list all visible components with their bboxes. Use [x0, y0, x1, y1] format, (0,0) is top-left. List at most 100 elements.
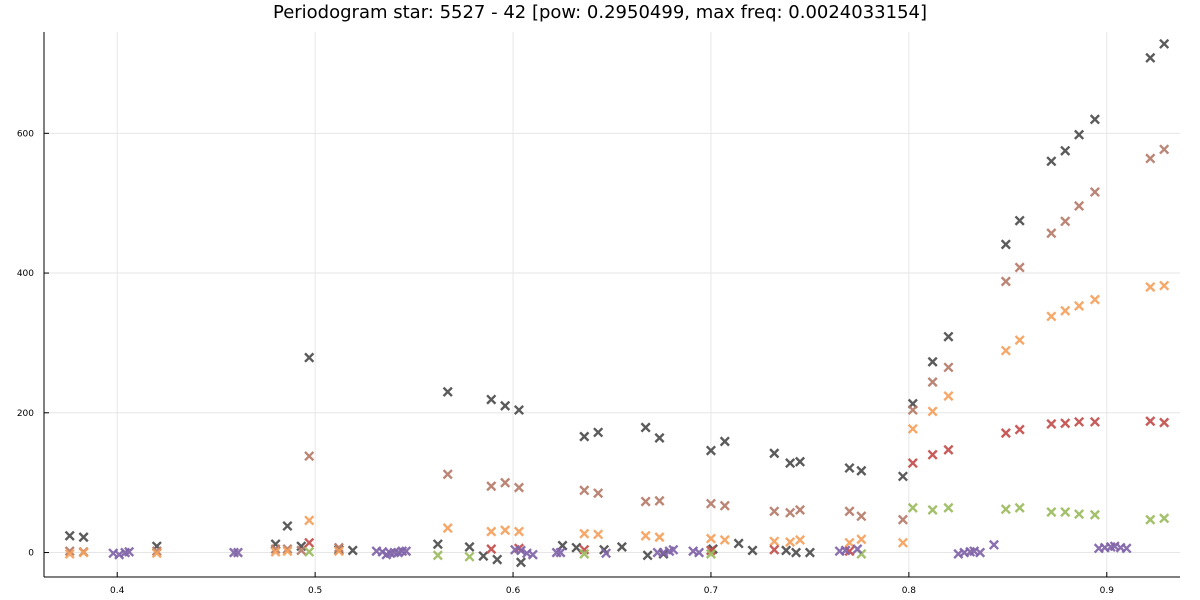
data-point [844, 462, 855, 474]
data-point [794, 534, 806, 546]
data-point [527, 549, 538, 560]
data-point [1145, 281, 1156, 293]
data-point [347, 545, 358, 556]
data-point [500, 400, 511, 411]
data-point [64, 530, 75, 541]
series-5 [108, 539, 1132, 560]
data-point [791, 547, 802, 558]
data-point [943, 390, 954, 402]
data-point [304, 546, 315, 557]
data-point [555, 547, 566, 558]
x-tick-label: 0.8 [902, 586, 917, 596]
data-point [478, 550, 489, 562]
data-point [769, 448, 780, 459]
data-point [927, 406, 938, 417]
data-point [1074, 300, 1085, 311]
data-point [1060, 216, 1071, 227]
data-point [927, 449, 938, 460]
data-point [785, 537, 796, 548]
data-point [513, 404, 525, 416]
y-tick-label: 0 [28, 549, 34, 559]
data-point [1046, 418, 1057, 430]
data-point [927, 377, 938, 388]
data-point [432, 550, 443, 561]
data-point [1159, 38, 1170, 49]
data-point [642, 550, 653, 561]
data-point [1159, 417, 1170, 428]
data-point [492, 554, 503, 565]
data-point [304, 537, 315, 548]
x-tick-label: 0.9 [1100, 586, 1115, 596]
data-point [1089, 186, 1100, 198]
data-point [515, 545, 527, 556]
data-point [486, 481, 497, 492]
data-point [1145, 153, 1156, 164]
data-point [500, 477, 511, 488]
data-point [927, 504, 938, 515]
data-point [513, 482, 525, 493]
series-4 [304, 502, 1170, 562]
data-point [333, 546, 344, 557]
x-tick-label: 0.4 [110, 586, 125, 596]
x-tick-label: 0.7 [704, 586, 718, 596]
data-point [705, 533, 717, 544]
data-point [769, 544, 780, 555]
data-point [1089, 509, 1100, 520]
data-point [705, 498, 717, 509]
data-point [856, 511, 867, 522]
data-point [1089, 416, 1100, 427]
data-point [304, 451, 315, 462]
data-point [515, 557, 527, 568]
data-point [907, 502, 918, 513]
data-point [856, 465, 867, 476]
data-point [897, 514, 908, 525]
data-point [1060, 418, 1071, 429]
data-point [1000, 504, 1011, 515]
data-point [442, 386, 453, 397]
data-point [705, 445, 717, 456]
data-point [124, 546, 135, 557]
data-point [151, 546, 162, 557]
data-point [1046, 506, 1057, 518]
data-point [1046, 311, 1057, 322]
data-point [442, 469, 453, 480]
y-tick-label: 400 [17, 269, 34, 279]
data-point [719, 500, 730, 511]
chart-title: Periodogram star: 5527 - 42 [pow: 0.2950… [272, 2, 927, 23]
data-point [1121, 543, 1132, 554]
data-point [151, 548, 162, 559]
x-tick-label: 0.5 [308, 586, 322, 596]
data-point [640, 530, 651, 541]
data-point [571, 542, 582, 553]
data-point [64, 546, 75, 557]
data-point [654, 432, 665, 444]
data-point [486, 394, 497, 405]
data-point [769, 506, 780, 517]
data-point [1145, 514, 1156, 525]
y-tick-label: 600 [17, 129, 34, 139]
data-point [654, 532, 665, 543]
data-markers [64, 38, 1170, 568]
data-point [1000, 345, 1011, 356]
data-point [464, 551, 475, 562]
data-point [432, 539, 443, 550]
data-point [593, 427, 604, 438]
data-point [640, 496, 651, 507]
data-point [694, 547, 705, 558]
data-point [927, 356, 938, 367]
data-point [804, 547, 815, 558]
data-point [1014, 335, 1025, 346]
data-point [1089, 294, 1100, 305]
data-point [304, 515, 315, 526]
data-point [1145, 52, 1156, 63]
data-point [579, 528, 590, 539]
data-point [943, 362, 954, 373]
y-tick-label: 200 [17, 409, 34, 419]
data-point [785, 507, 796, 518]
series-2 [64, 280, 1170, 559]
data-point [897, 471, 908, 482]
data-point [975, 547, 986, 558]
data-point [1060, 506, 1071, 518]
axes [43, 32, 1180, 578]
data-point [513, 526, 525, 537]
